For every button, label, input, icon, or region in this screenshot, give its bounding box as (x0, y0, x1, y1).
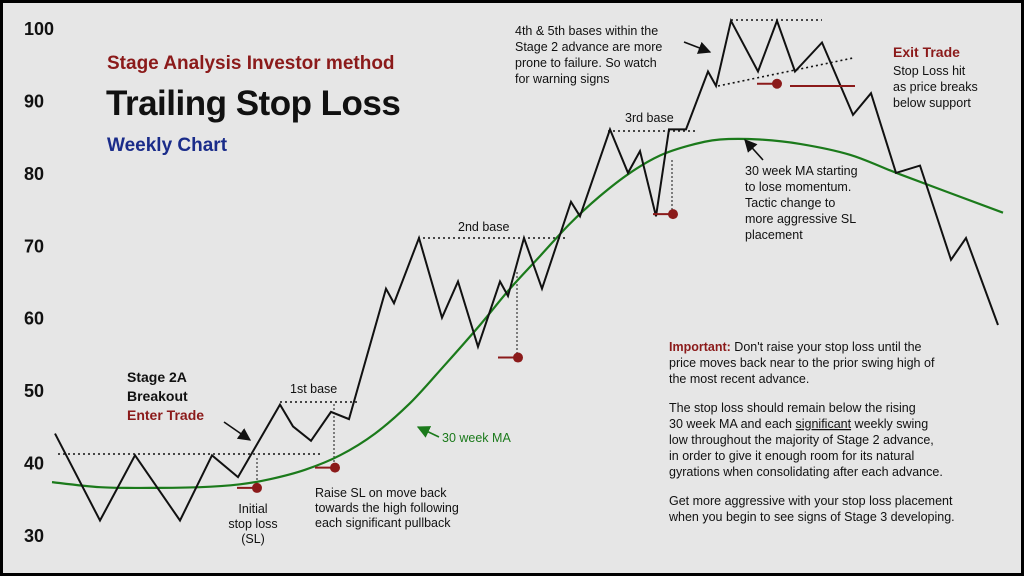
initial-sl-line-1: Initial (238, 502, 267, 516)
base3-label: 3rd base (625, 111, 674, 125)
para2-line-5: gyrations when consolidating after each … (669, 465, 943, 479)
chart-title: Trailing Stop Loss (106, 84, 400, 123)
exit-title: Exit Trade (893, 44, 960, 60)
chart-frame: 100 90 80 70 60 50 40 30 Stage Analysis Investo… (3, 3, 1021, 573)
y-tick-50: 50 (24, 381, 44, 401)
para2-line-3: low throughout the majority of Stage 2 a… (669, 433, 934, 447)
initial-sl-annotation: Initial stop loss (SL) (228, 502, 277, 546)
para3-line-1: Get more aggressive with your stop loss … (669, 494, 953, 508)
momentum-line-1: 30 week MA starting (745, 164, 858, 178)
base-lines (58, 19, 854, 455)
stop-loss-dot-4 (668, 209, 678, 220)
ma-label: 30 week MA (442, 431, 511, 445)
important-line-3: the most recent advance. (669, 372, 809, 386)
chart: 100 90 80 70 60 50 40 30 Stage Analysis Investo… (24, 17, 1004, 546)
important-notes: Important: Don't raise your stop loss un… (668, 340, 955, 524)
stop-loss-dot-2 (330, 462, 340, 473)
bases45-line-3: prone to failure. So watch (515, 56, 657, 70)
bases45-line-4: for warning signs (515, 72, 610, 86)
chart-subtitle: Stage Analysis Investor method (107, 53, 395, 74)
momentum-line-4: more aggressive SL (745, 212, 856, 226)
breakout-annotation: Stage 2A Breakout Enter Trade (127, 369, 252, 441)
bases-45-annotation: 4th & 5th bases within the Stage 2 advan… (515, 24, 712, 86)
y-tick-30: 30 (24, 526, 44, 546)
ma-label-arrow (416, 426, 440, 438)
momentum-line-3: Tactic change to (745, 196, 835, 210)
y-tick-100: 100 (24, 19, 54, 39)
stop-loss-markers (237, 78, 782, 493)
breakout-line-2: Breakout (127, 388, 188, 404)
y-axis-ticks: 100 90 80 70 60 50 40 30 (24, 19, 54, 546)
initial-sl-line-3: (SL) (241, 532, 265, 546)
exit-line-1: Stop Loss hit (893, 64, 966, 78)
timeframe-label: Weekly Chart (107, 135, 228, 156)
stop-loss-dot-1 (252, 482, 262, 493)
momentum-line-2: to lose momentum. (745, 180, 851, 194)
stop-loss-dot-5 (772, 78, 782, 89)
important-line-2: price moves back near to the prior swing… (669, 356, 935, 370)
para2-line-4: in order to give it enough room for its … (669, 449, 914, 463)
exit-line-2: as price breaks (893, 80, 978, 94)
raise-sl-line-2: towards the high following (315, 501, 459, 515)
momentum-line-5: placement (745, 228, 803, 242)
raise-sl-line-1: Raise SL on move back (315, 486, 447, 500)
exit-annotation: Exit Trade Stop Loss hit as price breaks… (893, 44, 978, 110)
para3-line-2: when you begin to see signs of Stage 3 d… (668, 510, 955, 524)
y-tick-40: 40 (24, 454, 44, 474)
y-tick-80: 80 (24, 164, 44, 184)
price-line (54, 17, 999, 523)
ma-30-week-line (51, 137, 1004, 490)
para2-line-1: The stop loss should remain below the ri… (669, 401, 916, 415)
breakout-line-1: Stage 2A (127, 369, 187, 385)
exit-line-3: below support (893, 96, 971, 110)
bases45-line-1: 4th & 5th bases within the (515, 24, 658, 38)
y-tick-60: 60 (24, 309, 44, 329)
raise-sl-line-3: each significant pullback (315, 516, 451, 530)
y-tick-90: 90 (24, 91, 44, 111)
important-line-1: Important: Don't raise your stop loss un… (669, 340, 922, 354)
initial-sl-line-2: stop loss (228, 517, 277, 531)
bases45-line-2: Stage 2 advance are more (515, 40, 662, 54)
y-tick-70: 70 (24, 236, 44, 256)
base2-label: 2nd base (458, 220, 509, 234)
para2-line-2: 30 week MA and each significant weekly s… (669, 417, 928, 431)
ma-momentum-annotation: 30 week MA starting to lose momentum. Ta… (744, 139, 858, 242)
stop-loss-dot-3 (513, 352, 523, 363)
base1-label: 1st base (290, 382, 337, 396)
raise-sl-annotation: Raise SL on move back towards the high f… (315, 486, 459, 530)
breakout-line-3: Enter Trade (127, 407, 204, 423)
support-trend-line (717, 57, 854, 87)
